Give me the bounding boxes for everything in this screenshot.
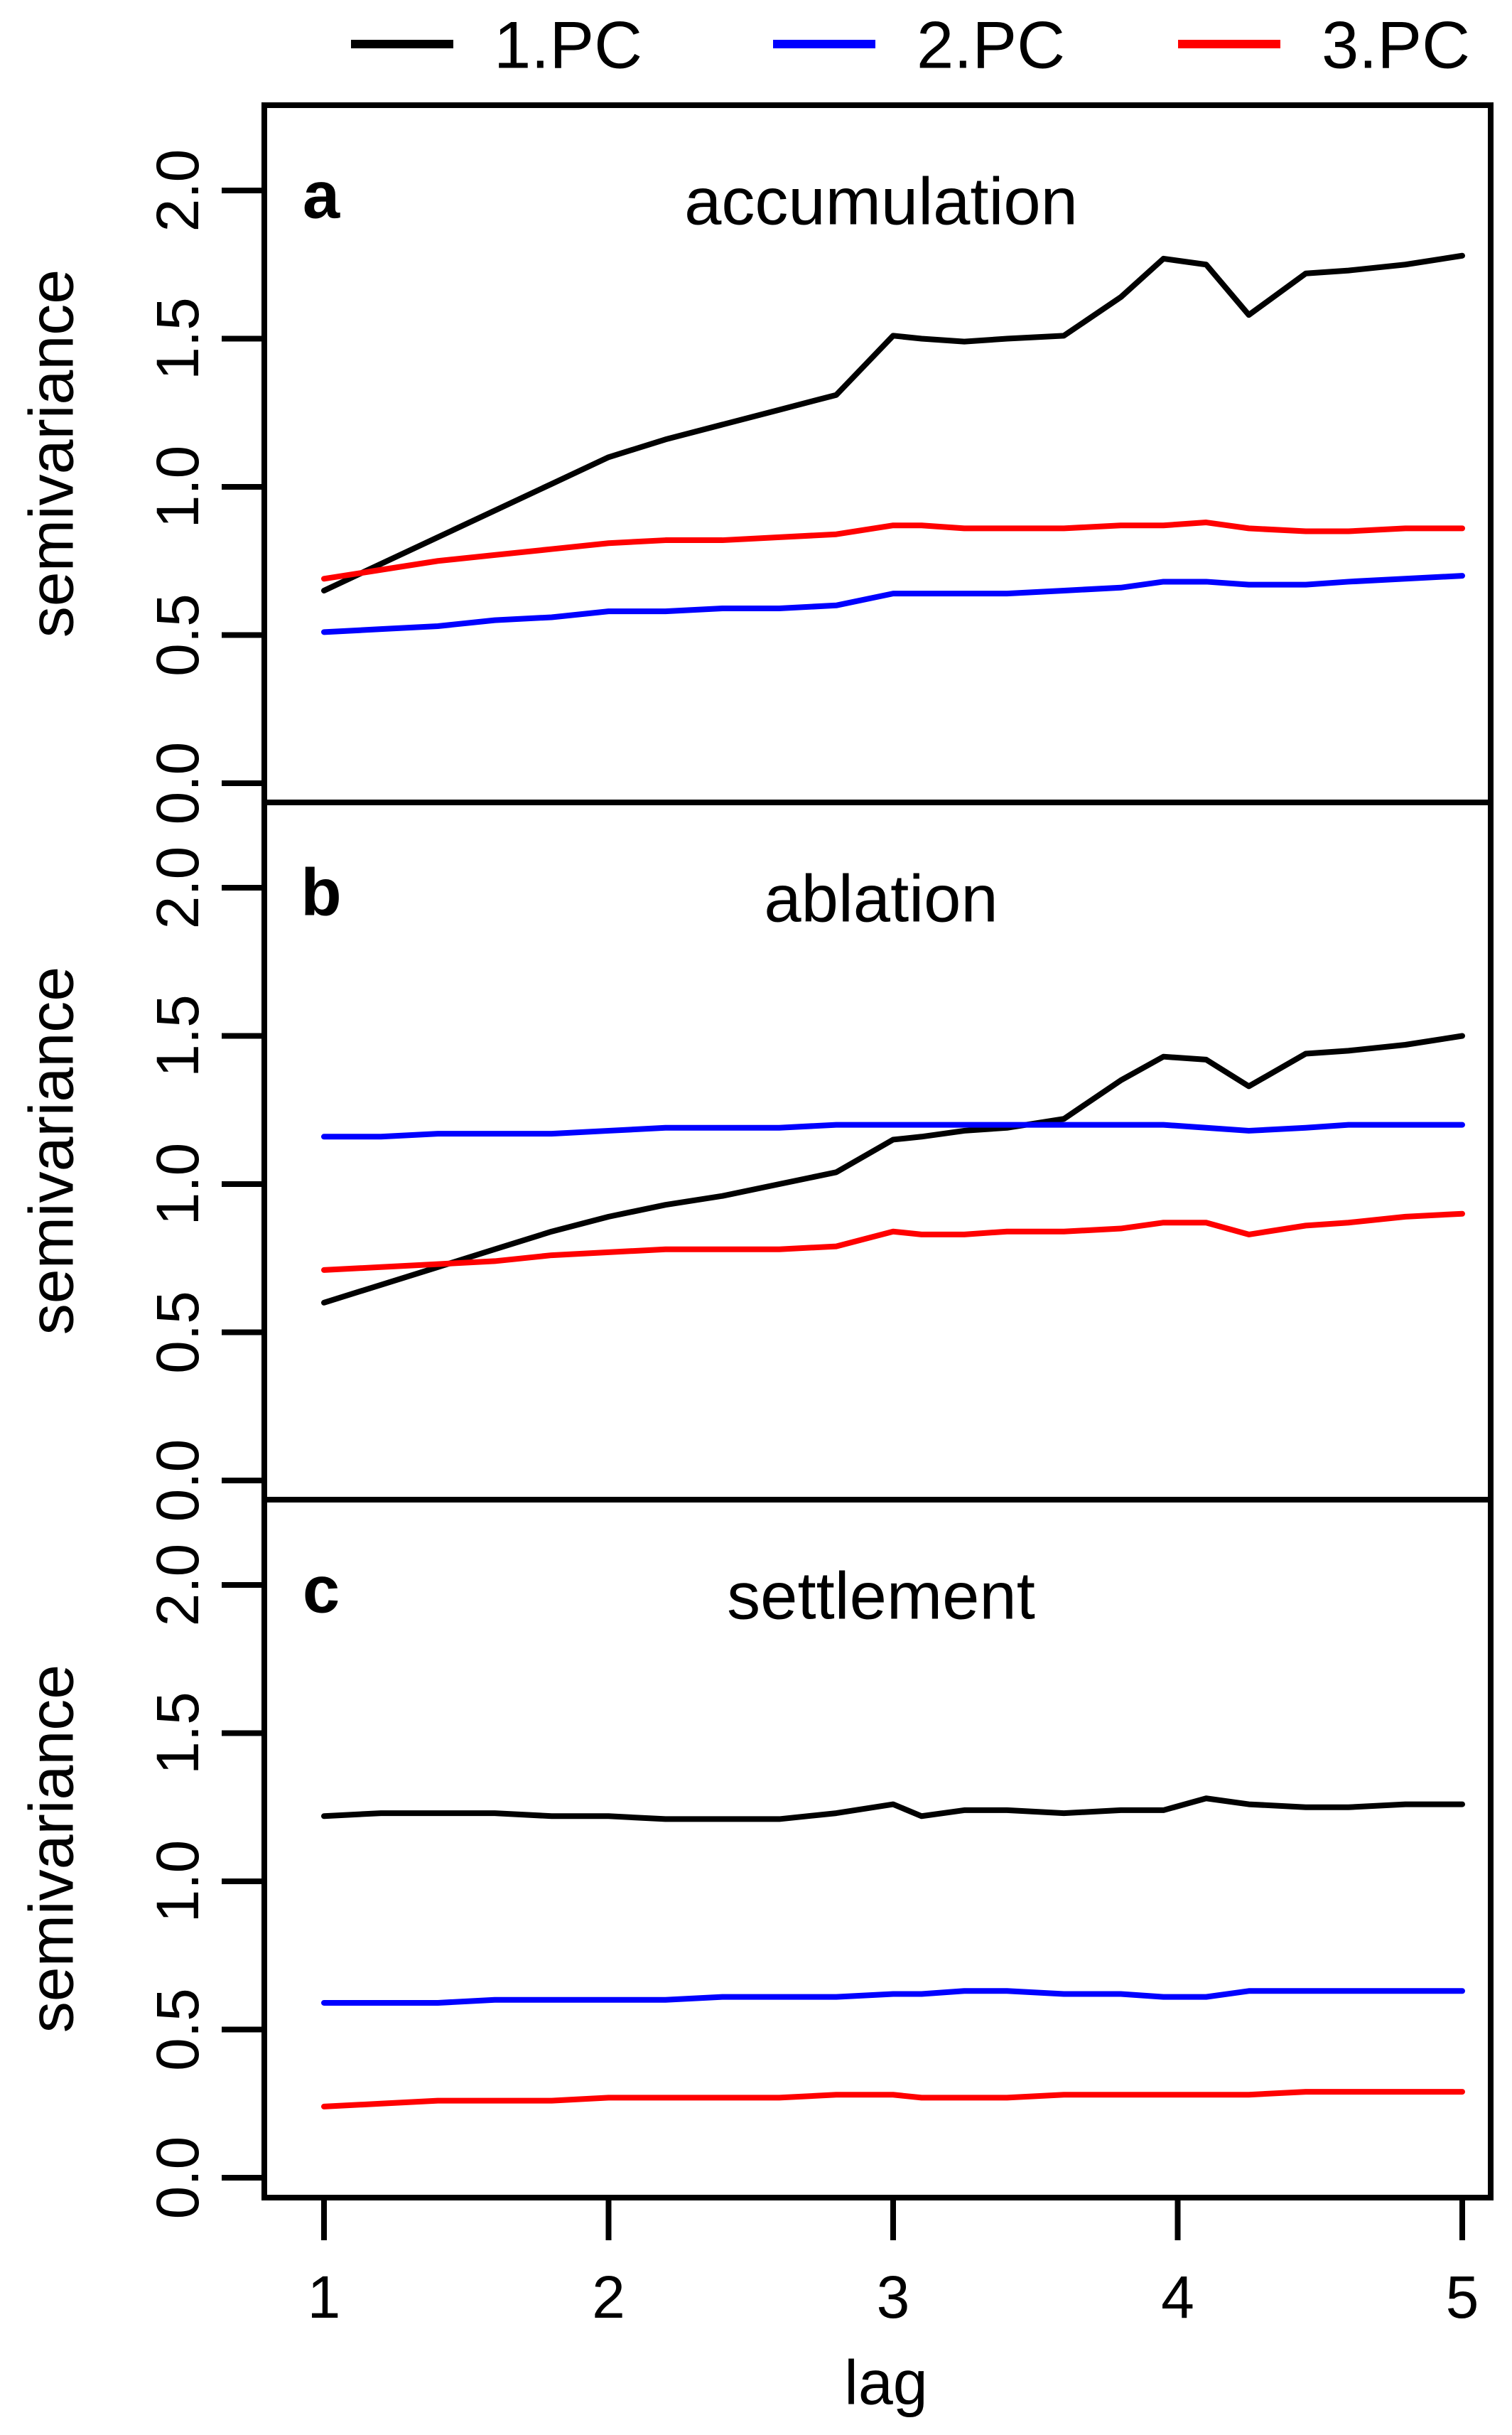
panel-b: b ablation semivariance 0.0 0.5 1.0 1.5 2.0 (16, 800, 1494, 1522)
series-line-2pc (321, 1988, 1465, 2006)
series-line-3pc (321, 2089, 1465, 2109)
series-line-1pc (321, 252, 1465, 593)
y-tick-label: 1.0 (144, 446, 211, 529)
y-tick-label: 0.5 (144, 593, 211, 677)
panel-a-title: accumulation (684, 164, 1078, 239)
x-tick-label: 1 (308, 2264, 341, 2331)
panel-c-title: settlement (727, 1559, 1035, 1633)
panel-c-letter: c (303, 1552, 340, 1627)
series-line-1pc (321, 1795, 1465, 1822)
y-tick-label: 1.0 (144, 1143, 211, 1226)
legend-item-3pc: 3.PC (1178, 8, 1470, 82)
panel-b-plot-area: 0.0 0.5 1.0 1.5 2.0 (144, 846, 1465, 1522)
panel-b-ylabel: semivariance (16, 967, 87, 1335)
y-tick-label: 0.0 (144, 742, 211, 825)
x-tick-label: 2 (592, 2264, 625, 2331)
y-tick-label: 2.0 (144, 1544, 211, 1627)
y-tick-label: 1.5 (144, 297, 211, 380)
y-tick-label: 0.0 (144, 2136, 211, 2220)
y-tick-label: 0.5 (144, 1291, 211, 1374)
y-tick-label: 2.0 (144, 846, 211, 930)
series-line-3pc (321, 520, 1465, 582)
series-line-3pc (321, 1210, 1465, 1273)
legend-label-2pc: 2.PC (917, 8, 1065, 82)
legend-label-3pc: 3.PC (1322, 8, 1470, 82)
x-tick-label: 4 (1161, 2264, 1194, 2331)
legend-item-1pc: 1.PC (351, 8, 642, 82)
panel-a-plot-area: 0.0 0.5 1.0 1.5 2.0 (144, 149, 1465, 825)
panel-a-ylabel: semivariance (16, 269, 87, 638)
panel-a-letter: a (303, 158, 340, 232)
x-axis: 1 2 3 4 5 (308, 2198, 1479, 2331)
legend-item-2pc: 2.PC (773, 8, 1065, 82)
panel-c: c settlement semivariance 0.0 0.5 1.0 1.5 2.… (16, 1497, 1494, 2220)
series-line-1pc (321, 1033, 1465, 1306)
x-tick-label: 5 (1446, 2264, 1479, 2331)
y-tick-label: 1.5 (144, 994, 211, 1077)
panel-c-plot-area: 0.0 0.5 1.0 1.5 2.0 (144, 1544, 1465, 2220)
y-tick-label: 2.0 (144, 149, 211, 232)
legend: 1.PC 2.PC 3.PC (351, 8, 1470, 82)
y-tick-label: 1.5 (144, 1692, 211, 1775)
panel-c-ylabel: semivariance (16, 1665, 87, 2033)
y-tick-label: 1.0 (144, 1840, 211, 1923)
y-tick-label: 0.0 (144, 1439, 211, 1522)
series-line-2pc (321, 573, 1465, 635)
panel-b-title: ablation (764, 861, 998, 936)
legend-label-1pc: 1.PC (494, 8, 642, 82)
x-tick-label: 3 (877, 2264, 910, 2331)
panel-c-border (261, 1497, 1494, 2200)
panel-a: a accumulation semivariance 0.0 0.5 1.0 1.5… (16, 102, 1494, 825)
x-axis-label: lag (844, 2348, 927, 2418)
panel-b-letter: b (301, 855, 341, 930)
y-tick-label: 0.5 (144, 1988, 211, 2071)
series-line-2pc (321, 1122, 1465, 1140)
